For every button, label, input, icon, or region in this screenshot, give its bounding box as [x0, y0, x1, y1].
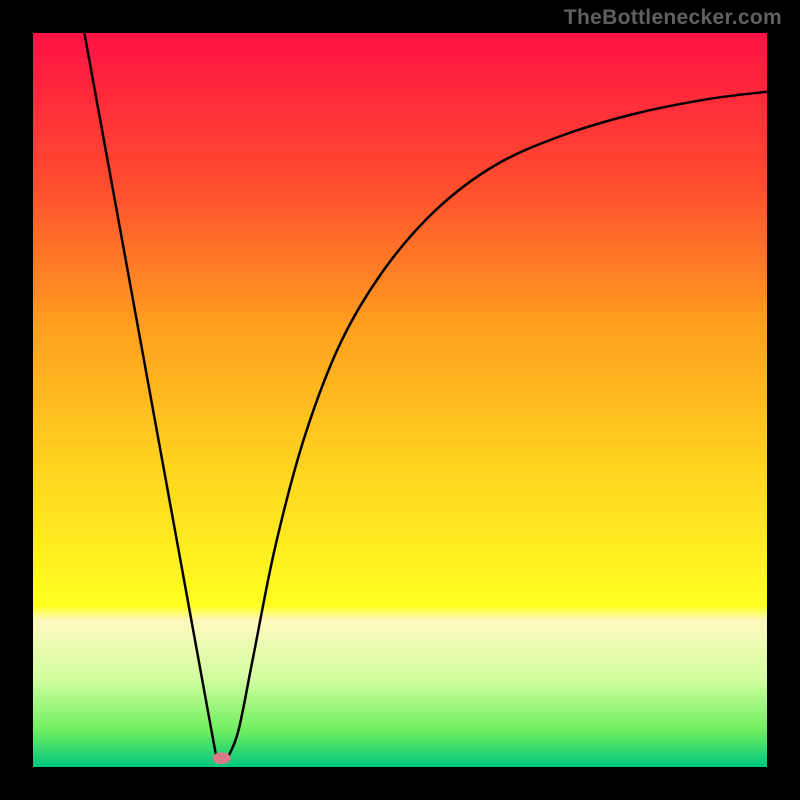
left-descent-line	[84, 33, 216, 758]
chart-container: TheBottlenecker.com	[0, 0, 800, 800]
plot-area	[33, 33, 767, 767]
min-marker	[213, 752, 231, 764]
watermark-text: TheBottlenecker.com	[564, 6, 782, 30]
curve-layer	[33, 33, 767, 767]
right-curve	[228, 92, 767, 758]
